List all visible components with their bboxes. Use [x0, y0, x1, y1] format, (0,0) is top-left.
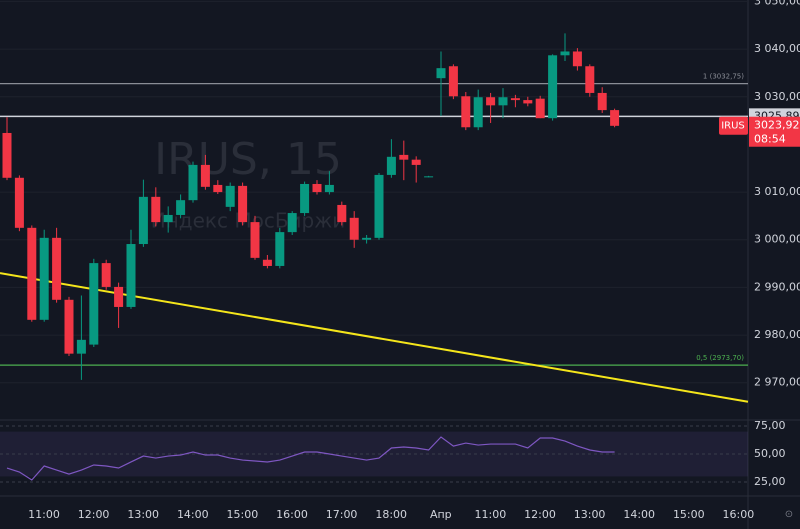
candle-body — [424, 176, 434, 178]
rsi-tick-label: 75,00 — [754, 419, 786, 432]
y-tick-label: 3 030,00 — [754, 90, 800, 103]
y-tick-label: 2 990,00 — [754, 280, 800, 293]
candle-body — [138, 196, 148, 245]
last-price-label: 3023,92 — [754, 119, 800, 132]
candle-body — [362, 237, 372, 240]
y-tick-label: 2 980,00 — [754, 328, 800, 341]
symbol-box — [719, 116, 748, 135]
candle-body — [535, 98, 545, 119]
trend-line — [0, 272, 749, 403]
x-tick-label: 14:00 — [177, 508, 209, 521]
candle-body — [349, 217, 359, 240]
x-tick-label: 17:00 — [326, 508, 358, 521]
settings-icon[interactable]: ⊙ — [785, 509, 793, 520]
y-tick-label: 2 970,00 — [754, 376, 800, 389]
candle-body — [176, 200, 186, 215]
candle-body — [39, 237, 49, 320]
candle-body — [399, 154, 409, 160]
candle-body — [610, 110, 620, 126]
candle-body — [411, 159, 421, 165]
candle-body — [126, 244, 136, 307]
candle-body — [200, 164, 210, 187]
candle-body — [250, 222, 260, 258]
candle-body — [461, 96, 471, 128]
candle-body — [585, 66, 595, 93]
candle-body — [597, 92, 607, 111]
candle-body — [560, 51, 570, 56]
x-tick-label: 14:00 — [623, 508, 655, 521]
candle-body — [188, 164, 198, 201]
candle-body — [213, 184, 223, 193]
rsi-tick-label: 50,00 — [754, 447, 786, 460]
candle-body — [287, 213, 297, 233]
candle-body — [498, 97, 508, 106]
candle-body — [510, 98, 520, 101]
candle-body — [374, 174, 384, 238]
candle-body — [300, 183, 310, 214]
level-label: 1 (3032,75) — [703, 73, 744, 81]
rsi-tick-label: 25,00 — [754, 475, 786, 488]
x-tick-label: 16:00 — [723, 508, 755, 521]
candle-body — [262, 259, 272, 266]
candle-body — [101, 263, 111, 287]
rsi-line — [6, 436, 615, 481]
y-tick-label: 3 040,00 — [754, 42, 800, 55]
x-tick-label: 12:00 — [524, 508, 556, 521]
x-tick-label: 13:00 — [127, 508, 159, 521]
candle-body — [151, 196, 161, 223]
candle-body — [486, 97, 496, 106]
candle-body — [14, 177, 24, 228]
candle-body — [337, 204, 347, 223]
last-price-box — [749, 116, 800, 147]
candle-body — [114, 286, 124, 307]
candle-body — [225, 185, 235, 207]
candle-body — [275, 232, 285, 266]
candle-body — [2, 132, 12, 178]
candle-body — [238, 185, 248, 223]
candle-body — [324, 184, 334, 193]
candle-body — [76, 339, 86, 354]
x-tick-label: Апр — [430, 508, 452, 521]
symbol-label: IRUS — [721, 121, 745, 132]
x-tick-label: 11:00 — [475, 508, 507, 521]
watermark-title: IRUS, 15 — [154, 134, 342, 185]
candle-body — [52, 237, 62, 300]
countdown-label: 08:54 — [754, 133, 786, 146]
candle-body — [548, 55, 558, 119]
candle-body — [523, 100, 533, 104]
x-tick-label: 18:00 — [375, 508, 407, 521]
y-tick-label: 3 010,00 — [754, 185, 800, 198]
candle-body — [163, 214, 173, 223]
x-tick-label: 15:00 — [227, 508, 259, 521]
x-tick-label: 13:00 — [574, 508, 606, 521]
candle-body — [436, 68, 446, 79]
candle-body — [89, 263, 99, 345]
level-label: 0,5 (2973,70) — [696, 354, 744, 362]
candle-body — [448, 66, 458, 97]
y-tick-label: 3 000,00 — [754, 233, 800, 246]
x-tick-label: 11:00 — [28, 508, 60, 521]
candle-body — [473, 97, 483, 128]
candle-body — [27, 227, 37, 320]
x-tick-label: 15:00 — [673, 508, 705, 521]
candle-body — [386, 156, 396, 175]
candle-body — [312, 183, 322, 193]
x-tick-label: 16:00 — [276, 508, 308, 521]
y-tick-label: 3 050,00 — [754, 0, 800, 7]
candle-body — [64, 299, 74, 354]
candle-body — [572, 51, 582, 67]
x-tick-label: 12:00 — [78, 508, 110, 521]
